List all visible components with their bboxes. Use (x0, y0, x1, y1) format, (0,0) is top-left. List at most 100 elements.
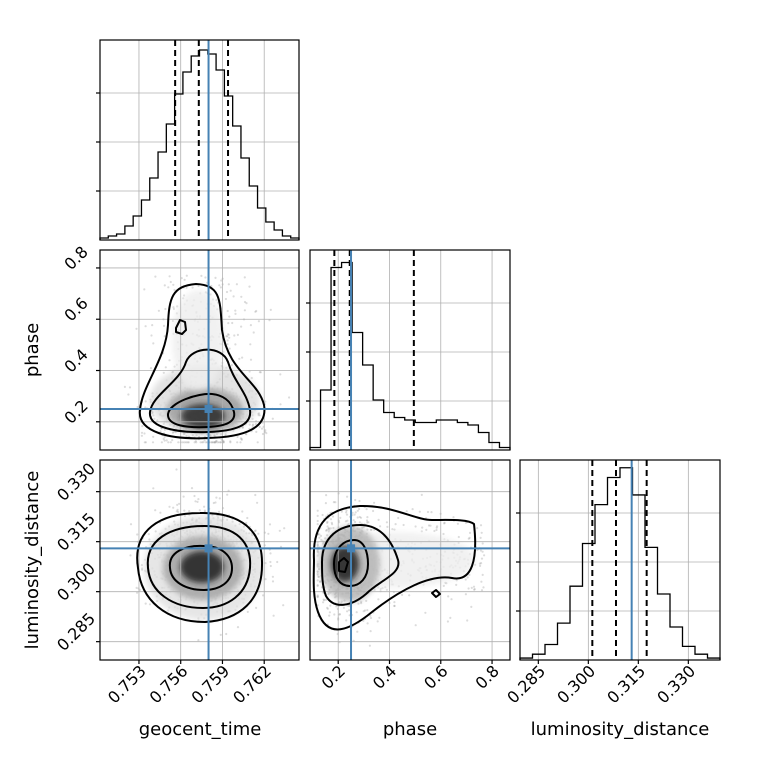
scatter-point (356, 516, 359, 519)
scatter-point (268, 523, 272, 526)
density-cloud (144, 516, 264, 620)
scatter-point (259, 371, 262, 374)
scatter-point (330, 521, 333, 524)
scatter-point (320, 538, 323, 542)
scatter-point (152, 487, 155, 490)
scatter-point (354, 498, 357, 502)
scatter-point (239, 437, 242, 440)
scatter-point (225, 632, 228, 636)
scatter-point (176, 503, 179, 506)
scatter-point (429, 524, 432, 527)
scatter-point (182, 495, 185, 498)
scatter-point (227, 489, 230, 492)
scatter-point (362, 526, 365, 529)
scatter-point (193, 494, 196, 498)
scatter-point (342, 606, 345, 609)
scatter-point (169, 441, 172, 444)
contour-island (431, 589, 441, 598)
scatter-point (240, 295, 243, 298)
scatter-point (168, 505, 171, 508)
scatter-point (256, 441, 259, 444)
grid-lines (100, 250, 299, 450)
scatter-point (332, 501, 335, 504)
scatter-point (257, 412, 260, 415)
scatter-point (175, 510, 178, 513)
scatter-point (151, 324, 154, 327)
scatter-point (467, 537, 470, 540)
scatter-point (238, 523, 241, 526)
scatter-point (238, 357, 241, 360)
scatter-point (216, 441, 219, 444)
scatter-point (427, 524, 431, 527)
scatter-point (227, 283, 230, 286)
scatter-point (449, 616, 452, 620)
density-blob (180, 551, 224, 583)
scatter-point (203, 505, 206, 508)
scatter-point (435, 526, 438, 529)
scatter-point (257, 320, 260, 323)
quantile-lines (333, 250, 415, 450)
scatter-point (346, 519, 349, 522)
scatter-point (327, 527, 330, 530)
scatter-point (317, 575, 320, 578)
scatter-point (172, 506, 175, 509)
scatter-point (242, 525, 245, 528)
scatter-point (169, 280, 172, 284)
scatter-point (354, 511, 357, 514)
scatter-point (316, 509, 319, 512)
contour-inner (333, 539, 369, 587)
scatter-point (393, 601, 396, 604)
scatter-point (326, 534, 329, 537)
x-axis-label-geocent-time: geocent_time (139, 719, 262, 740)
scatter-point (251, 417, 254, 420)
scatter-point (318, 580, 322, 584)
scatter-point (226, 309, 229, 313)
scatter-point (233, 334, 236, 337)
scatter-point (347, 604, 350, 608)
scatter-point (185, 286, 188, 289)
scatter-point (211, 441, 214, 444)
scatter-point (245, 521, 248, 525)
axes-frame (99, 39, 300, 241)
scatter-point (241, 510, 244, 513)
scatter-point (183, 441, 186, 444)
scatter-point (228, 315, 231, 318)
scatter-point (143, 441, 146, 444)
scatter-point (220, 433, 223, 436)
scatter-point (316, 519, 319, 523)
scatter-point (135, 327, 138, 330)
scatter-point (264, 578, 267, 581)
scatter-point (370, 528, 373, 532)
x-tick-label: 0.8 (471, 661, 502, 692)
scatter-point (338, 601, 341, 604)
scatter-point (231, 321, 234, 325)
scatter-point (455, 579, 458, 582)
scatter-point (466, 619, 469, 622)
scatter-point (468, 536, 471, 540)
scatter-point (210, 284, 213, 288)
y-axis-label-phase: phase (22, 323, 43, 377)
scatter-point (168, 275, 171, 278)
scatter-point (435, 528, 438, 532)
scatter-point (251, 534, 254, 537)
y-tick-label: 0.2 (60, 396, 91, 427)
scatter-point (212, 501, 215, 505)
scatter-point (176, 508, 179, 511)
scatter-point (191, 434, 194, 437)
scatter-point (393, 604, 396, 608)
scatter-point (414, 525, 417, 528)
scatter-point (329, 604, 332, 607)
scatter-point (172, 430, 175, 434)
scatter-point (164, 366, 167, 369)
axes-frame (309, 459, 511, 661)
scatter-point (211, 514, 214, 517)
scatter-point (318, 533, 321, 536)
scatter-point (326, 607, 329, 610)
scatter-point (226, 335, 229, 338)
contour-inner (167, 392, 236, 429)
scatter-point (239, 441, 242, 444)
scatter-point (373, 501, 376, 504)
scatter-point (359, 516, 363, 519)
scatter-point (340, 600, 343, 603)
